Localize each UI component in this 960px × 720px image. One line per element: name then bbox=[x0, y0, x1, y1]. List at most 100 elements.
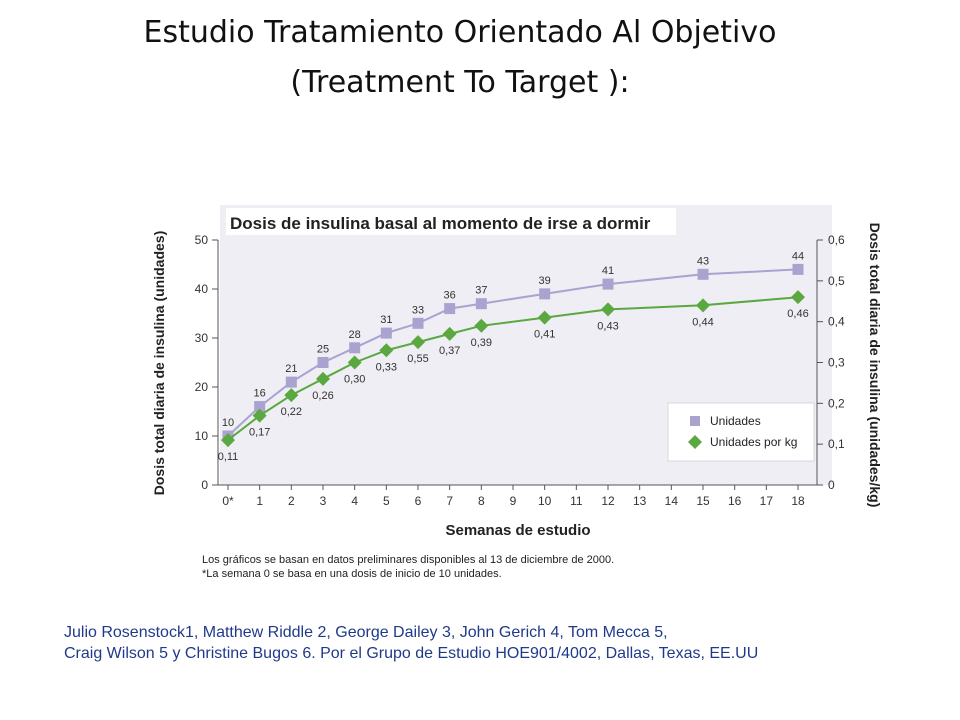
data-point-unidades-por-kg bbox=[284, 388, 299, 403]
slide-title: Estudio Tratamiento Orientado Al Objetiv… bbox=[0, 8, 920, 108]
data-label-unidades-por-kg: 0,30 bbox=[344, 374, 365, 386]
data-label-unidades: 44 bbox=[792, 250, 804, 262]
x-tick-label: 7 bbox=[446, 494, 453, 508]
data-point-unidades bbox=[444, 303, 456, 315]
data-label-unidades-por-kg: 0,46 bbox=[787, 308, 808, 320]
left-tick-label: 50 bbox=[195, 233, 209, 247]
data-label-unidades-por-kg: 0,44 bbox=[692, 316, 713, 328]
x-tick-label: 1 bbox=[256, 494, 263, 508]
x-tick-label: 5 bbox=[383, 494, 390, 508]
right-tick-label: 0,5 bbox=[828, 274, 845, 288]
legend-marker-unidades-por-kg bbox=[688, 435, 702, 449]
data-point-unidades bbox=[317, 357, 329, 368]
data-point-unidades bbox=[792, 263, 804, 275]
y2-axis-title: Dosis total diaria de insulina (unidades… bbox=[867, 223, 883, 508]
data-label-unidades: 39 bbox=[539, 275, 551, 287]
data-point-unidades-por-kg bbox=[316, 371, 330, 386]
left-tick-label: 0 bbox=[201, 478, 208, 492]
data-point-unidades bbox=[539, 288, 551, 300]
right-tick-label: 0 bbox=[828, 478, 835, 492]
x-tick-label: 0* bbox=[222, 494, 234, 508]
right-axis-ticks: 0 0,1 0,2 0,3 0,4 0,5 0,6 bbox=[817, 233, 845, 492]
chart-footnote-2: *La semana 0 se basa en una dosis de ini… bbox=[202, 568, 502, 580]
series-layer: 10 16 21 25 28 31 33 36 37 39 41 43 44 0,11 0,17 0,22 0,… bbox=[218, 250, 809, 463]
x-tick-label: 8 bbox=[478, 494, 485, 508]
right-tick-label: 0,2 bbox=[828, 396, 845, 410]
chart-footnote-1: Los gráficos se basan en datos prelimina… bbox=[202, 554, 614, 566]
x-tick-label: 12 bbox=[601, 494, 615, 508]
x-tick-label: 11 bbox=[570, 494, 583, 508]
data-label-unidades: 10 bbox=[222, 417, 234, 429]
left-tick-label: 40 bbox=[195, 282, 209, 296]
data-label-unidades-por-kg: 0,43 bbox=[597, 320, 618, 332]
data-label-unidades: 31 bbox=[380, 314, 392, 326]
data-label-unidades-por-kg: 0,17 bbox=[249, 427, 270, 439]
x-tick-label: 18 bbox=[791, 494, 805, 508]
legend: Unidades Unidades por kg bbox=[667, 402, 815, 462]
credits: Julio Rosenstock1, Matthew Riddle 2, Geo… bbox=[64, 622, 758, 664]
data-label-unidades-por-kg: 0,33 bbox=[376, 361, 397, 373]
data-point-unidades-por-kg bbox=[696, 298, 710, 313]
data-label-unidades: 33 bbox=[412, 304, 424, 316]
legend-label-unidades-por-kg: Unidades por kg bbox=[710, 435, 797, 449]
slide-title-line-1: Estudio Tratamiento Orientado Al Objetiv… bbox=[143, 15, 777, 50]
data-label-unidades-por-kg: 0,55 bbox=[407, 353, 428, 365]
data-point-unidades-por-kg bbox=[537, 310, 552, 325]
x-axis-ticks: 0* 1 2 3 4 5 6 7 8 9 10 11 12 13 14 15 16 17 18 bbox=[222, 485, 805, 508]
x-tick-label: 3 bbox=[320, 494, 327, 508]
right-tick-label: 0,6 bbox=[828, 233, 845, 247]
right-tick-label: 0,4 bbox=[828, 315, 845, 329]
data-point-unidades bbox=[380, 327, 392, 339]
legend-box bbox=[667, 402, 815, 462]
slide-title-line-2: (Treatment To Target ): bbox=[290, 65, 630, 100]
data-label-unidades-por-kg: 0,11 bbox=[218, 451, 239, 463]
x-tick-label: 17 bbox=[760, 494, 774, 508]
data-point-unidades bbox=[412, 317, 424, 329]
x-tick-label: 14 bbox=[665, 494, 679, 508]
x-tick-label: 9 bbox=[510, 494, 517, 508]
credits-line-1: Julio Rosenstock1, Matthew Riddle 2, Geo… bbox=[64, 624, 668, 641]
data-label-unidades: 21 bbox=[285, 363, 297, 375]
right-tick-label: 0,3 bbox=[828, 356, 845, 370]
data-label-unidades: 36 bbox=[444, 290, 456, 302]
data-label-unidades-por-kg: 0,39 bbox=[471, 337, 492, 349]
data-label-unidades-por-kg: 0,26 bbox=[312, 390, 333, 402]
data-label-unidades: 37 bbox=[475, 285, 487, 297]
x-axis-title: Semanas de estudio bbox=[445, 522, 590, 539]
x-tick-label: 6 bbox=[415, 494, 422, 508]
y-axis-title: Dosis total diaria de insulina (unidades… bbox=[151, 231, 167, 496]
insulin-dose-chart: Dosis de insulina basal al momento de ir… bbox=[151, 205, 883, 580]
data-label-unidades: 16 bbox=[254, 388, 266, 400]
left-tick-label: 30 bbox=[195, 331, 209, 345]
data-label-unidades: 28 bbox=[349, 329, 361, 341]
data-label-unidades: 41 bbox=[602, 265, 614, 277]
data-label-unidades-por-kg: 0,41 bbox=[534, 329, 555, 341]
chart-title-banner bbox=[226, 208, 676, 235]
x-tick-label: 10 bbox=[538, 494, 552, 508]
left-tick-label: 20 bbox=[195, 380, 209, 394]
left-axis-ticks: 0 10 20 30 40 50 bbox=[195, 233, 218, 492]
x-tick-label: 4 bbox=[351, 494, 358, 508]
data-point-unidades bbox=[254, 401, 266, 413]
data-point-unidades-por-kg bbox=[442, 326, 457, 341]
x-tick-label: 16 bbox=[728, 494, 742, 508]
data-point-unidades bbox=[349, 342, 361, 354]
credits-line-2: Craig Wilson 5 y Christine Bugos 6. Por … bbox=[64, 645, 759, 662]
legend-label-unidades: Unidades bbox=[710, 414, 761, 428]
data-point-unidades bbox=[602, 278, 614, 290]
data-point-unidades-por-kg bbox=[601, 302, 615, 317]
left-tick-label: 10 bbox=[195, 429, 209, 443]
data-point-unidades bbox=[697, 268, 709, 280]
x-tick-label: 2 bbox=[288, 494, 295, 508]
data-label-unidades: 25 bbox=[317, 344, 329, 356]
x-tick-label: 15 bbox=[696, 494, 710, 508]
data-point-unidades-por-kg bbox=[347, 355, 362, 370]
data-point-unidades-por-kg bbox=[791, 290, 805, 305]
data-point-unidades-por-kg bbox=[474, 318, 489, 333]
right-tick-label: 0,1 bbox=[828, 437, 845, 451]
data-label-unidades-por-kg: 0,37 bbox=[439, 345, 460, 357]
chart-title: Dosis de insulina basal al momento de ir… bbox=[230, 214, 651, 233]
data-label-unidades: 43 bbox=[697, 255, 709, 267]
data-point-unidades-por-kg bbox=[221, 433, 235, 448]
data-point-unidades bbox=[285, 376, 297, 388]
